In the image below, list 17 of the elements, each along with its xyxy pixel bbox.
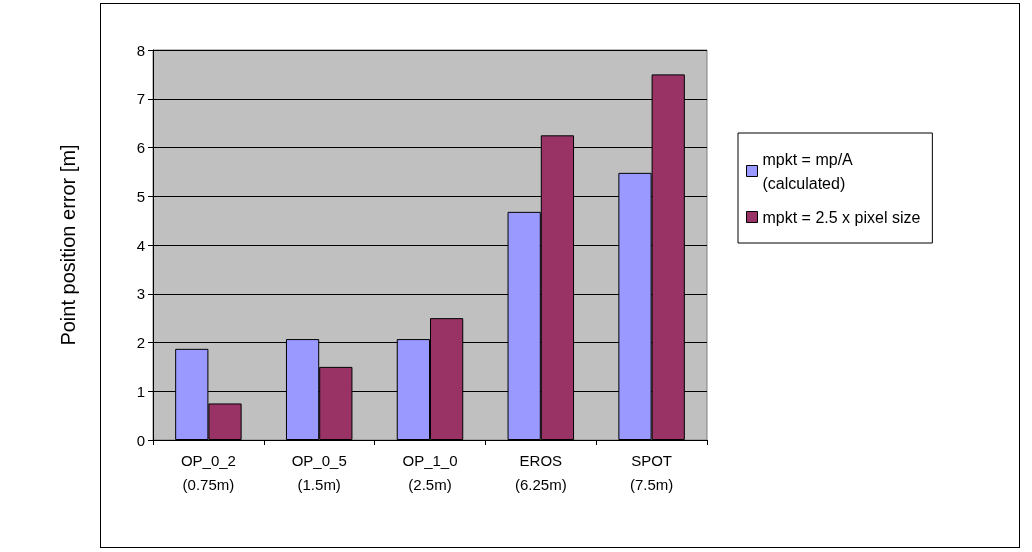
y-tick-label: 4: [136, 236, 145, 254]
y-tick-label: 6: [136, 139, 145, 156]
y-tick-label: 5: [136, 187, 145, 205]
x-tick-label: OP_0_2 (0.75m): [180, 451, 236, 493]
legend-label: mpkt = mp/A (calculated): [762, 150, 854, 192]
y-tick-label: 1: [136, 382, 145, 400]
y-tick-label: 3: [136, 285, 145, 303]
x-tick-label: SPOT (7.5m): [629, 451, 674, 493]
x-tick-label: OP_0_5 (1.5m): [291, 451, 347, 493]
y-tick-label: 7: [136, 90, 145, 108]
y-tick-label: 8: [136, 41, 145, 59]
y-axis-title: Point position error [m]: [57, 144, 79, 346]
x-tick-label: OP_1_0 (2.5m): [402, 451, 458, 493]
x-tick-label: EROS (6.25m): [514, 451, 567, 493]
y-tick-label: 0: [136, 431, 145, 449]
legend-label: mpkt = 2.5 x pixel size: [762, 208, 921, 226]
y-tick-label: 2: [136, 334, 145, 351]
